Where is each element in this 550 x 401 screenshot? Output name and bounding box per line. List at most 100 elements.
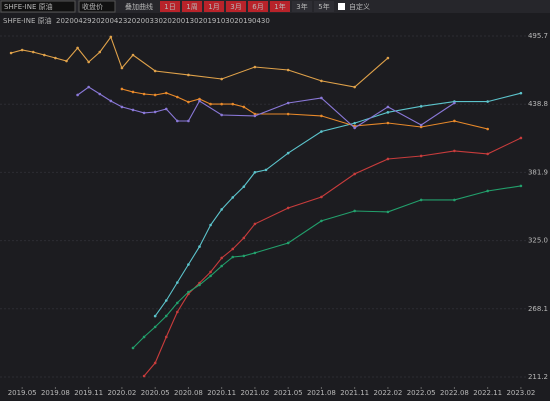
point <box>453 149 456 153</box>
range-button[interactable] <box>292 1 312 12</box>
point <box>164 335 168 339</box>
x-tick-label: 2019.11 <box>74 389 103 397</box>
point <box>253 170 257 174</box>
y-tick-label: 211.2 <box>528 373 548 381</box>
point <box>386 157 390 161</box>
y-tick-label: 325.0 <box>528 237 548 245</box>
x-tick-label: 2023.02 <box>506 389 535 397</box>
point <box>131 53 135 57</box>
point <box>253 251 257 255</box>
legend-entry: 20200130 <box>163 17 199 25</box>
point <box>142 374 146 378</box>
point <box>209 223 212 227</box>
product-name: SHFE-INE 原油 <box>4 2 53 11</box>
point <box>286 151 290 155</box>
legend-entry: 20200423 <box>92 17 128 25</box>
price-type: 收盘价 <box>82 2 103 11</box>
chart-title: SHFE-INE 原油 <box>3 16 52 25</box>
point <box>176 95 179 99</box>
point <box>54 56 57 60</box>
point <box>87 60 90 64</box>
range-button[interactable] <box>160 1 180 12</box>
range-label: 5年 <box>318 2 329 11</box>
point <box>242 185 246 188</box>
point <box>153 93 157 97</box>
point <box>209 102 212 106</box>
x-tick-label: 2020.08 <box>174 389 203 397</box>
price-select[interactable] <box>78 0 116 13</box>
y-tick-label: 381.9 <box>528 168 548 176</box>
point <box>187 100 190 104</box>
point <box>320 114 323 118</box>
range-button[interactable] <box>314 1 334 12</box>
range-button[interactable] <box>248 1 268 12</box>
point <box>486 189 489 193</box>
range-button[interactable] <box>182 1 202 12</box>
point <box>242 105 246 109</box>
point <box>353 126 356 130</box>
point <box>286 112 290 116</box>
y-tick-label: 438.8 <box>528 100 548 108</box>
point <box>419 123 423 127</box>
point <box>453 119 456 123</box>
point <box>320 219 323 223</box>
point <box>353 172 356 176</box>
point <box>264 168 268 172</box>
point <box>242 236 246 240</box>
point <box>453 101 456 105</box>
point <box>131 90 135 94</box>
y-tick-label: 268.1 <box>528 305 548 313</box>
range-button[interactable] <box>270 1 290 12</box>
y-tick-label: 495.7 <box>528 32 548 40</box>
point <box>153 361 157 365</box>
point <box>386 111 390 114</box>
point <box>198 283 201 287</box>
point <box>164 107 168 111</box>
product-select[interactable] <box>0 0 76 13</box>
point <box>198 281 201 285</box>
point <box>386 210 390 214</box>
range-label: 1日 <box>164 3 175 11</box>
x-tick-label: 2022.08 <box>440 389 469 397</box>
point <box>187 119 190 123</box>
overlay-label: 叠加曲线 <box>125 2 153 11</box>
x-tick-label: 2021.11 <box>340 389 369 397</box>
point <box>286 101 290 105</box>
point <box>353 85 356 89</box>
point <box>486 127 489 131</box>
point <box>176 310 179 314</box>
point <box>31 50 35 54</box>
point <box>164 91 168 95</box>
range-label: 1年 <box>274 2 285 11</box>
point <box>164 299 168 302</box>
point <box>9 51 13 55</box>
point <box>286 241 290 245</box>
series-line <box>77 86 455 129</box>
point <box>386 105 390 109</box>
point <box>76 46 79 50</box>
range-button[interactable] <box>204 1 224 12</box>
x-tick-label: 2019.05 <box>8 389 37 397</box>
point <box>142 92 146 96</box>
point <box>320 96 323 100</box>
point <box>176 301 179 305</box>
point <box>220 113 223 117</box>
point <box>386 121 390 125</box>
point <box>231 247 235 251</box>
point <box>220 264 223 268</box>
custom-checkbox[interactable] <box>338 3 345 10</box>
point <box>187 263 190 266</box>
point <box>187 290 190 294</box>
point <box>153 325 157 329</box>
point <box>20 48 24 52</box>
range-button[interactable] <box>226 1 246 12</box>
x-tick-label: 2020.02 <box>107 389 136 397</box>
point <box>87 85 90 89</box>
x-tick-label: 2021.05 <box>274 389 303 397</box>
series-line <box>132 185 521 349</box>
legend-entry: 20200429 <box>56 17 92 25</box>
series-line <box>10 35 389 88</box>
point <box>176 281 179 284</box>
